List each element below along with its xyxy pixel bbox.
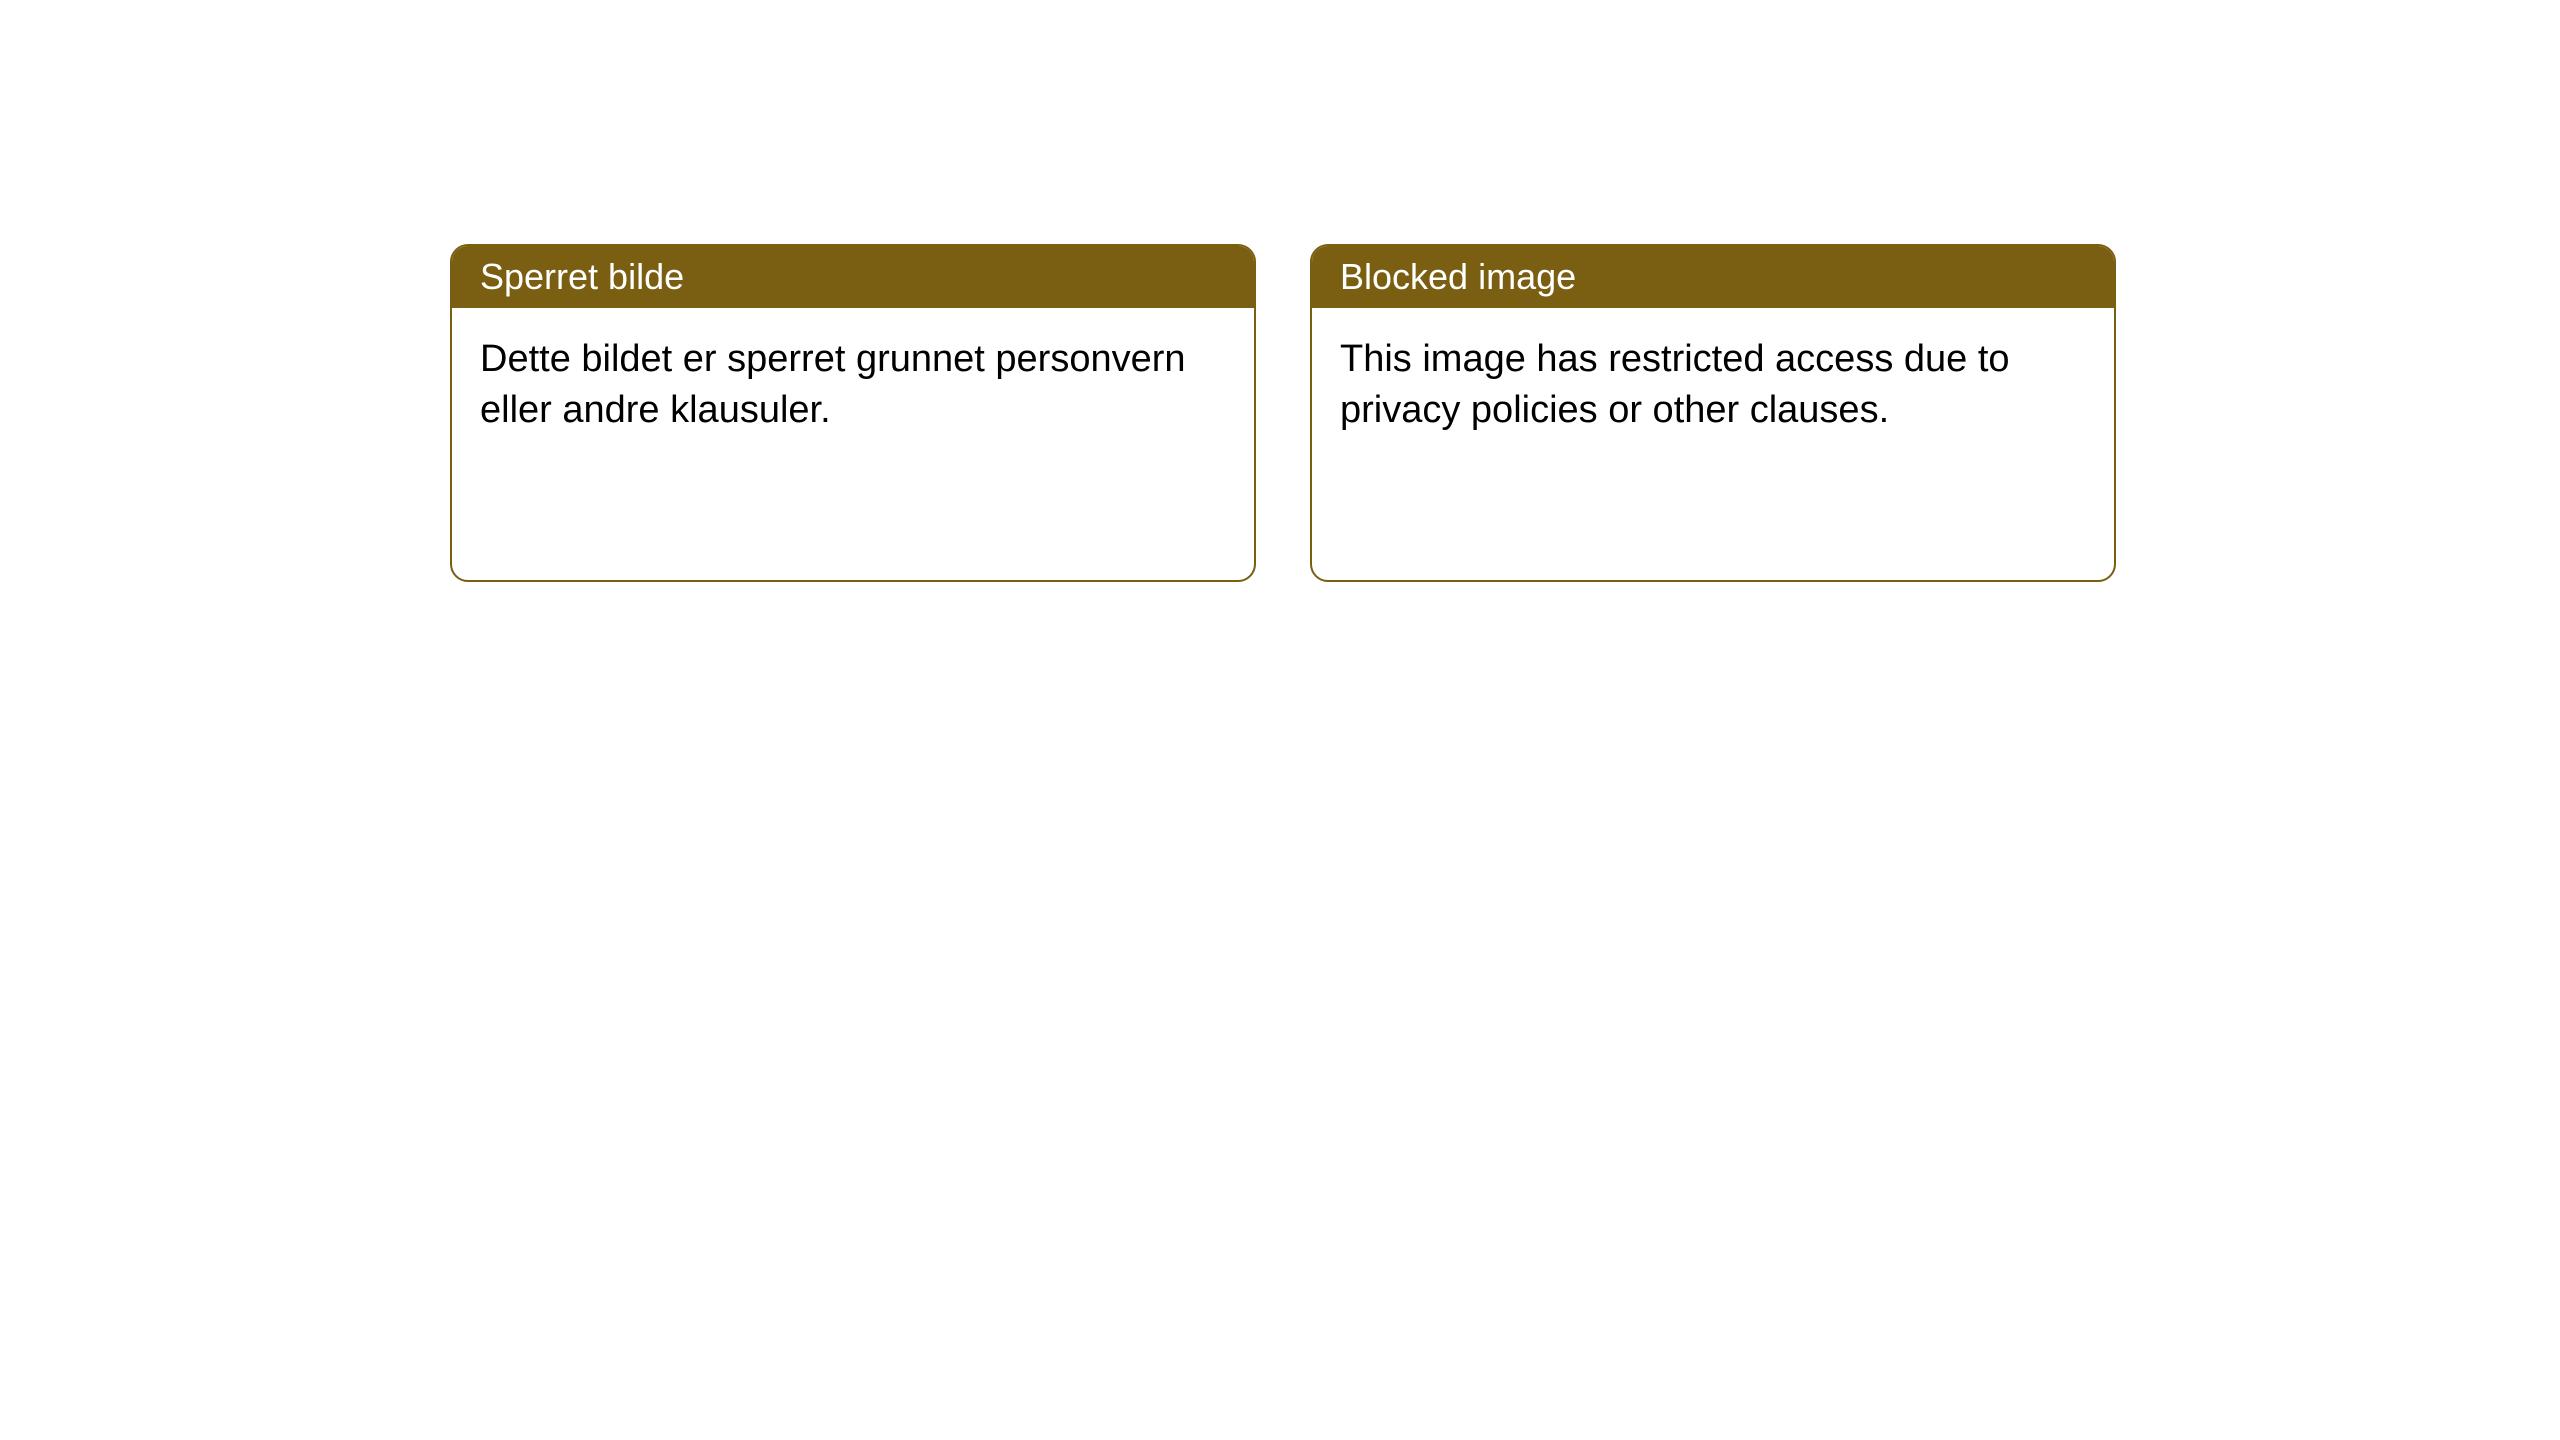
notice-card-english: Blocked image This image has restricted … [1310,244,2116,582]
notice-card-norwegian: Sperret bilde Dette bildet er sperret gr… [450,244,1256,582]
notice-header: Sperret bilde [452,246,1254,308]
notice-container: Sperret bilde Dette bildet er sperret gr… [450,244,2116,582]
notice-body: This image has restricted access due to … [1312,308,2114,463]
notice-body: Dette bildet er sperret grunnet personve… [452,308,1254,463]
notice-header: Blocked image [1312,246,2114,308]
